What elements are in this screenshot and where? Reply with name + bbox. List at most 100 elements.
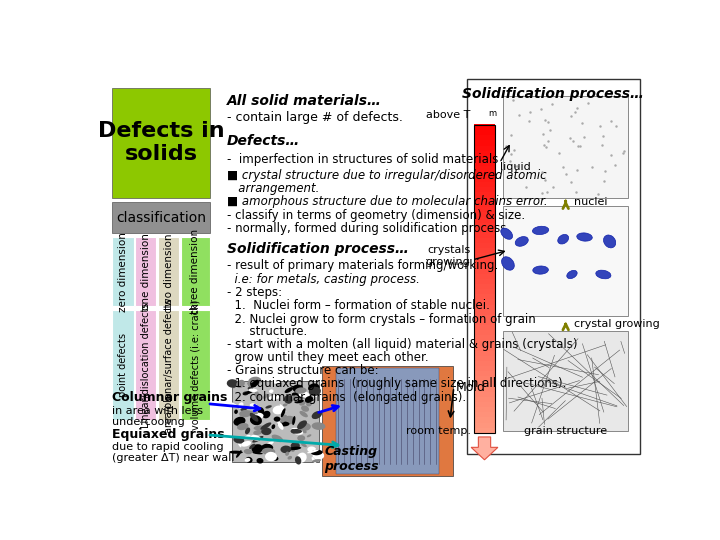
Bar: [474, 370, 495, 376]
Ellipse shape: [229, 450, 243, 454]
Ellipse shape: [251, 435, 261, 441]
Bar: [474, 206, 495, 212]
Ellipse shape: [295, 387, 307, 394]
Bar: [474, 416, 495, 422]
Bar: [474, 191, 495, 197]
Ellipse shape: [237, 438, 241, 448]
Text: due to rapid cooling: due to rapid cooling: [112, 442, 224, 453]
Text: Linear/dislocation defects: Linear/dislocation defects: [141, 302, 150, 428]
Ellipse shape: [269, 395, 280, 400]
Bar: [503, 96, 629, 198]
Ellipse shape: [238, 402, 243, 409]
Ellipse shape: [291, 429, 296, 434]
Ellipse shape: [281, 415, 287, 423]
Ellipse shape: [248, 387, 253, 390]
Ellipse shape: [245, 428, 251, 434]
Ellipse shape: [262, 411, 271, 418]
Bar: [474, 125, 495, 433]
Bar: [474, 144, 495, 151]
Ellipse shape: [290, 446, 295, 452]
Bar: [474, 355, 495, 361]
Ellipse shape: [243, 390, 253, 395]
Bar: [474, 380, 495, 387]
Bar: [474, 175, 495, 181]
Ellipse shape: [285, 420, 295, 425]
Ellipse shape: [254, 445, 261, 453]
Ellipse shape: [309, 387, 318, 394]
Bar: [233, 381, 319, 462]
Ellipse shape: [252, 436, 264, 443]
Text: - start with a molten (all liquid) material & grains (crystals): - start with a molten (all liquid) mater…: [227, 339, 577, 352]
Text: undercooling: undercooling: [112, 416, 185, 427]
Ellipse shape: [227, 379, 238, 388]
Ellipse shape: [285, 451, 289, 456]
Bar: [474, 267, 495, 274]
Text: 2. Nuclei grow to form crystals – formation of grain: 2. Nuclei grow to form crystals – format…: [227, 313, 536, 326]
Text: Columnar grains: Columnar grains: [112, 391, 228, 404]
Text: in area with less: in area with less: [112, 406, 203, 416]
Ellipse shape: [300, 401, 305, 406]
Bar: [474, 216, 495, 222]
Ellipse shape: [306, 402, 312, 407]
Ellipse shape: [280, 446, 292, 453]
FancyArrow shape: [471, 437, 498, 460]
Ellipse shape: [239, 410, 251, 417]
Ellipse shape: [272, 380, 280, 384]
Bar: [158, 238, 179, 306]
Ellipse shape: [258, 407, 264, 415]
Text: 2. columnar grains  (elongated grains).: 2. columnar grains (elongated grains).: [227, 391, 466, 404]
Bar: [474, 319, 495, 325]
Bar: [474, 324, 495, 330]
Ellipse shape: [299, 423, 311, 431]
Ellipse shape: [301, 406, 309, 412]
Ellipse shape: [248, 388, 258, 392]
Ellipse shape: [291, 442, 300, 450]
Bar: [503, 206, 629, 316]
Ellipse shape: [501, 228, 513, 239]
Ellipse shape: [236, 450, 241, 458]
Bar: [474, 298, 495, 305]
Bar: [474, 288, 495, 294]
Text: grow until they meet each other.: grow until they meet each other.: [227, 351, 428, 364]
Bar: [474, 247, 495, 253]
Ellipse shape: [284, 395, 293, 404]
Text: - result of primary materials forming/working.: - result of primary materials forming/wo…: [227, 259, 498, 272]
Ellipse shape: [297, 420, 307, 429]
Bar: [474, 360, 495, 366]
Bar: [474, 314, 495, 320]
Ellipse shape: [312, 457, 316, 463]
Text: liquid: liquid: [500, 163, 531, 172]
Ellipse shape: [249, 444, 256, 449]
Bar: [474, 386, 495, 392]
Bar: [336, 368, 438, 474]
Ellipse shape: [236, 380, 245, 388]
Ellipse shape: [253, 430, 262, 435]
Text: - Grains structure can be:: - Grains structure can be:: [227, 364, 378, 377]
Bar: [112, 310, 133, 420]
Ellipse shape: [294, 400, 304, 403]
Ellipse shape: [244, 435, 251, 439]
Bar: [474, 262, 495, 269]
Ellipse shape: [283, 403, 287, 407]
Ellipse shape: [248, 377, 261, 385]
Ellipse shape: [299, 421, 309, 427]
Text: structure.: structure.: [227, 325, 307, 338]
Text: above T: above T: [426, 110, 471, 120]
Text: Casting
process: Casting process: [324, 445, 379, 473]
Ellipse shape: [533, 266, 549, 274]
Ellipse shape: [252, 413, 264, 420]
Ellipse shape: [249, 404, 257, 408]
Text: nuclei: nuclei: [574, 197, 608, 207]
Ellipse shape: [301, 443, 307, 447]
Text: grain structure: grain structure: [524, 426, 607, 436]
Bar: [474, 252, 495, 259]
Ellipse shape: [292, 416, 295, 425]
Text: All solid materials…: All solid materials…: [227, 94, 382, 108]
Bar: [181, 310, 210, 420]
Ellipse shape: [297, 453, 307, 463]
Bar: [474, 237, 495, 243]
Ellipse shape: [256, 458, 264, 463]
Ellipse shape: [263, 394, 267, 399]
Text: ■ amorphous structure due to molecular chains error.: ■ amorphous structure due to molecular c…: [227, 195, 547, 208]
Bar: [474, 308, 495, 315]
